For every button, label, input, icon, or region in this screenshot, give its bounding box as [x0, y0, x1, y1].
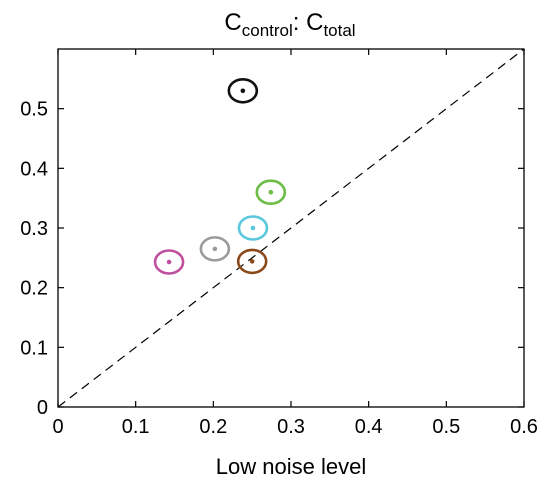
reference-line-group [57, 48, 525, 408]
title-main-2: C [306, 9, 323, 36]
y-tick-label: 0.2 [20, 278, 48, 300]
title-sub-1: control [242, 21, 293, 40]
y-tick-label: 0.3 [20, 218, 48, 240]
identity-reference-line [57, 48, 525, 408]
data-point [237, 215, 269, 241]
title-sub-2: total [323, 21, 355, 40]
data-point-center [240, 88, 246, 94]
x-tick-label: 0 [52, 416, 63, 438]
data-point-center [212, 246, 218, 252]
ticks-group: 0 0.1 0.2 0.3 0.4 0.5 0.6 0 0.1 0.2 0.3 0.4 0.5 [20, 49, 538, 438]
chart-title: Ccontrol: Ctotal [224, 9, 355, 40]
data-point-ring [237, 215, 269, 241]
data-point-center [249, 259, 255, 264]
data-point [236, 248, 268, 275]
x-tick-label: 0.5 [432, 416, 460, 438]
data-point [255, 179, 287, 205]
x-axis-title: Low noise level [216, 454, 366, 479]
x-tick-label: 0.2 [199, 416, 227, 438]
x-tick-label: 0.4 [355, 416, 383, 438]
data-point-ring [153, 249, 185, 275]
title-main-1: C [224, 9, 241, 36]
data-point [153, 249, 185, 275]
data-point-center [268, 189, 274, 195]
data-point [227, 77, 259, 104]
x-tick-label: 0.6 [510, 416, 538, 438]
data-point [199, 236, 231, 262]
x-tick-label: 0.3 [277, 416, 305, 438]
y-tick-label: 0.5 [20, 99, 48, 121]
data-point-center [166, 259, 172, 265]
data-point-ring [199, 236, 231, 262]
points-group [153, 77, 287, 275]
x-tick-label: 0.1 [122, 416, 150, 438]
title-separator: : [293, 9, 306, 36]
y-tick-label: 0.4 [20, 158, 48, 180]
y-tick-label: 0.1 [20, 337, 48, 359]
data-point-center [250, 225, 256, 231]
data-point-ring [255, 179, 287, 205]
data-point-ring [227, 77, 259, 104]
y-tick-label: 0 [37, 397, 48, 419]
data-point-ring [236, 248, 268, 275]
